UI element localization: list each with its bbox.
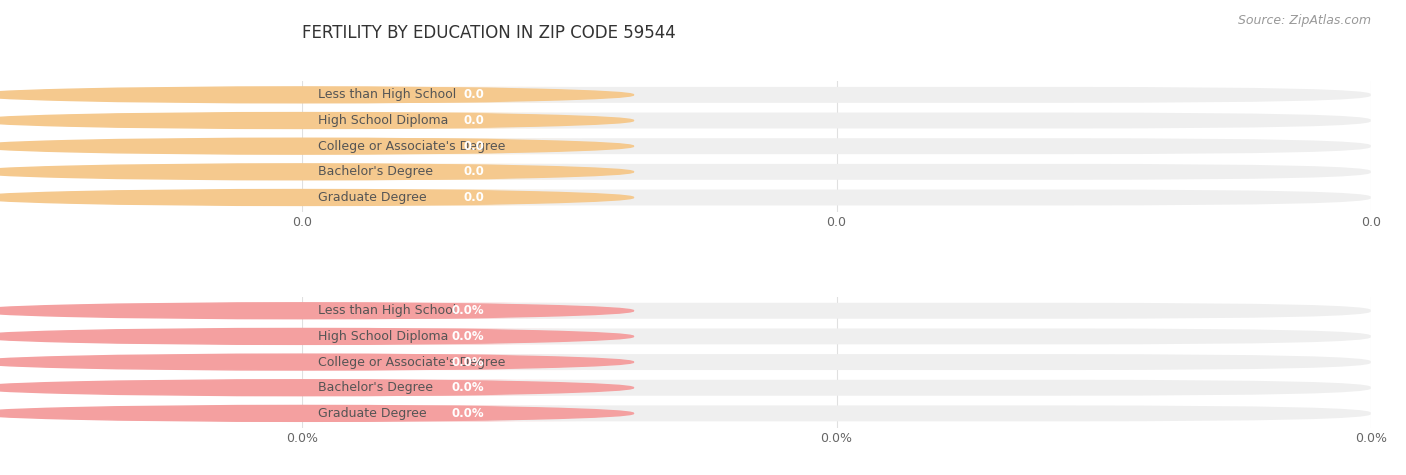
Text: 0.0%: 0.0% bbox=[451, 356, 484, 369]
FancyBboxPatch shape bbox=[211, 303, 581, 319]
FancyBboxPatch shape bbox=[211, 87, 581, 103]
Text: High School Diploma: High School Diploma bbox=[318, 330, 449, 343]
Text: 0.0%: 0.0% bbox=[451, 407, 484, 420]
FancyBboxPatch shape bbox=[302, 303, 1371, 319]
FancyBboxPatch shape bbox=[211, 406, 581, 421]
Text: 0.0: 0.0 bbox=[463, 165, 484, 178]
FancyBboxPatch shape bbox=[211, 380, 581, 396]
FancyBboxPatch shape bbox=[211, 190, 581, 206]
Text: Graduate Degree: Graduate Degree bbox=[318, 407, 427, 420]
Text: Graduate Degree: Graduate Degree bbox=[318, 191, 427, 204]
FancyBboxPatch shape bbox=[302, 406, 1371, 421]
Text: 0.0: 0.0 bbox=[463, 88, 484, 101]
Text: FERTILITY BY EDUCATION IN ZIP CODE 59544: FERTILITY BY EDUCATION IN ZIP CODE 59544 bbox=[302, 24, 676, 42]
Text: Source: ZipAtlas.com: Source: ZipAtlas.com bbox=[1237, 14, 1371, 27]
Text: 0.0: 0.0 bbox=[463, 191, 484, 204]
FancyBboxPatch shape bbox=[302, 190, 1371, 206]
Text: High School Diploma: High School Diploma bbox=[318, 114, 449, 127]
Text: College or Associate's Degree: College or Associate's Degree bbox=[318, 356, 506, 369]
Circle shape bbox=[0, 406, 634, 421]
FancyBboxPatch shape bbox=[211, 138, 581, 154]
Circle shape bbox=[0, 87, 634, 103]
Text: Less than High School: Less than High School bbox=[318, 304, 457, 317]
FancyBboxPatch shape bbox=[302, 164, 1371, 180]
Text: 0.0%: 0.0% bbox=[451, 304, 484, 317]
Circle shape bbox=[0, 113, 634, 128]
Text: 0.0%: 0.0% bbox=[451, 381, 484, 394]
FancyBboxPatch shape bbox=[302, 354, 1371, 370]
FancyBboxPatch shape bbox=[211, 354, 581, 370]
Text: Less than High School: Less than High School bbox=[318, 88, 457, 101]
Circle shape bbox=[0, 354, 634, 370]
Circle shape bbox=[0, 303, 634, 319]
Circle shape bbox=[0, 329, 634, 344]
FancyBboxPatch shape bbox=[211, 164, 581, 180]
FancyBboxPatch shape bbox=[211, 329, 581, 344]
Circle shape bbox=[0, 138, 634, 154]
Circle shape bbox=[0, 164, 634, 180]
Text: 0.0: 0.0 bbox=[463, 140, 484, 152]
Circle shape bbox=[0, 190, 634, 206]
FancyBboxPatch shape bbox=[211, 113, 581, 128]
FancyBboxPatch shape bbox=[302, 138, 1371, 154]
Text: Bachelor's Degree: Bachelor's Degree bbox=[318, 381, 433, 394]
Text: 0.0%: 0.0% bbox=[451, 330, 484, 343]
Text: College or Associate's Degree: College or Associate's Degree bbox=[318, 140, 506, 152]
Text: 0.0: 0.0 bbox=[463, 114, 484, 127]
Circle shape bbox=[0, 380, 634, 396]
FancyBboxPatch shape bbox=[302, 113, 1371, 128]
FancyBboxPatch shape bbox=[302, 87, 1371, 103]
Text: Bachelor's Degree: Bachelor's Degree bbox=[318, 165, 433, 178]
FancyBboxPatch shape bbox=[302, 329, 1371, 344]
FancyBboxPatch shape bbox=[302, 380, 1371, 396]
